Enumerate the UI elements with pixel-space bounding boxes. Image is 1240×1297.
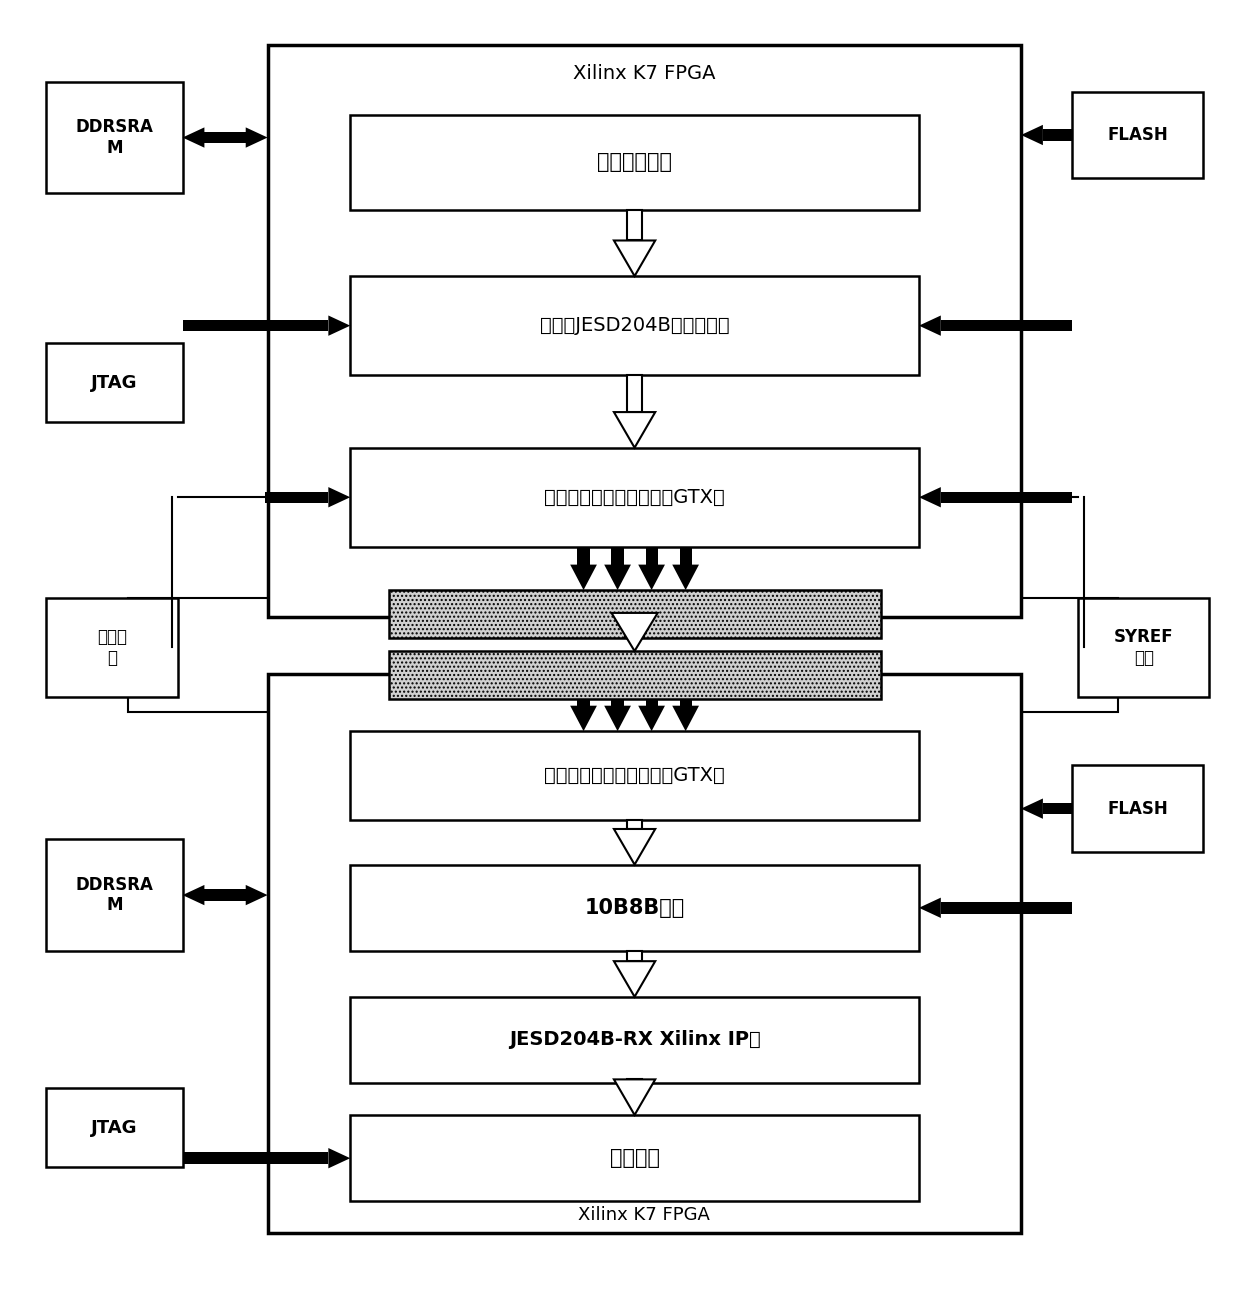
Bar <box>350 114 919 210</box>
Bar <box>611 547 624 564</box>
Bar <box>680 699 692 706</box>
Bar <box>1073 92 1203 178</box>
Bar <box>182 320 329 331</box>
Polygon shape <box>614 240 655 276</box>
Bar <box>46 598 177 696</box>
Bar <box>626 951 642 961</box>
Bar <box>46 344 182 423</box>
Polygon shape <box>614 961 655 997</box>
Bar <box>941 903 1073 913</box>
Text: 测试码型产生: 测试码型产生 <box>598 152 672 173</box>
Bar <box>626 820 642 829</box>
Bar <box>350 1115 919 1201</box>
Text: JTAG: JTAG <box>92 374 138 392</box>
Bar <box>350 447 919 547</box>
Text: JESD204B-RX Xilinx IP核: JESD204B-RX Xilinx IP核 <box>508 1031 760 1049</box>
Bar <box>128 598 1118 712</box>
Text: 被验证JESD204B发送端模块: 被验证JESD204B发送端模块 <box>539 316 729 335</box>
Bar <box>941 320 1073 331</box>
Text: DDRSRA
M: DDRSRA M <box>76 118 154 157</box>
Bar <box>389 590 882 638</box>
Polygon shape <box>329 488 350 507</box>
Bar <box>646 699 657 706</box>
Bar <box>1043 130 1073 140</box>
Bar <box>1043 803 1073 815</box>
Bar <box>646 547 657 564</box>
Polygon shape <box>182 885 205 905</box>
Polygon shape <box>611 613 657 651</box>
Polygon shape <box>672 706 699 732</box>
Bar <box>941 492 1073 503</box>
Bar <box>46 839 182 951</box>
Polygon shape <box>919 315 941 336</box>
Bar <box>1078 598 1209 696</box>
Bar <box>626 1079 642 1083</box>
Bar <box>680 547 692 564</box>
Bar <box>350 997 919 1083</box>
Polygon shape <box>1021 799 1043 818</box>
Bar <box>611 699 624 706</box>
Bar <box>578 547 590 564</box>
Bar <box>46 82 182 193</box>
Text: FLASH: FLASH <box>1107 800 1168 817</box>
Polygon shape <box>246 885 268 905</box>
Bar <box>265 492 329 503</box>
Bar <box>389 651 882 699</box>
Text: SYREF
模块: SYREF 模块 <box>1114 628 1173 667</box>
Bar <box>1073 765 1203 852</box>
Polygon shape <box>1021 125 1043 145</box>
Text: Xilinx K7 FPGA: Xilinx K7 FPGA <box>578 1206 711 1224</box>
Text: 高速串行数据传输接口（GTX）: 高速串行数据传输接口（GTX） <box>544 488 725 507</box>
Bar <box>350 865 919 951</box>
Text: Xilinx K7 FPGA: Xilinx K7 FPGA <box>573 65 715 83</box>
Text: DDRSRA
M: DDRSRA M <box>76 875 154 914</box>
Bar <box>182 1153 329 1163</box>
Bar <box>268 674 1021 1233</box>
Polygon shape <box>246 127 268 148</box>
Polygon shape <box>919 488 941 507</box>
Bar <box>350 276 919 375</box>
Polygon shape <box>182 127 205 148</box>
Bar <box>626 210 642 240</box>
Polygon shape <box>604 564 631 590</box>
Bar <box>46 1088 182 1167</box>
Bar <box>350 732 919 820</box>
Polygon shape <box>570 564 596 590</box>
Bar <box>625 613 644 638</box>
Text: 误码检测: 误码检测 <box>610 1148 660 1169</box>
Polygon shape <box>614 1079 655 1115</box>
Polygon shape <box>329 1148 350 1169</box>
Polygon shape <box>614 829 655 865</box>
Text: FLASH: FLASH <box>1107 126 1168 144</box>
Polygon shape <box>604 706 631 732</box>
Polygon shape <box>570 706 596 732</box>
Bar <box>268 44 1021 617</box>
Bar <box>205 132 246 143</box>
Polygon shape <box>329 315 350 336</box>
Bar <box>205 890 246 901</box>
Text: 时钟模
块: 时钟模 块 <box>97 628 126 667</box>
Bar <box>626 375 642 412</box>
Polygon shape <box>672 564 699 590</box>
Polygon shape <box>639 706 665 732</box>
Text: 10B8B解码: 10B8B解码 <box>584 898 684 918</box>
Polygon shape <box>639 564 665 590</box>
Text: JTAG: JTAG <box>92 1119 138 1136</box>
Text: 高速串行数据传输接口（GTX）: 高速串行数据传输接口（GTX） <box>544 767 725 785</box>
Bar <box>578 699 590 706</box>
Polygon shape <box>919 898 941 918</box>
Polygon shape <box>614 412 655 447</box>
